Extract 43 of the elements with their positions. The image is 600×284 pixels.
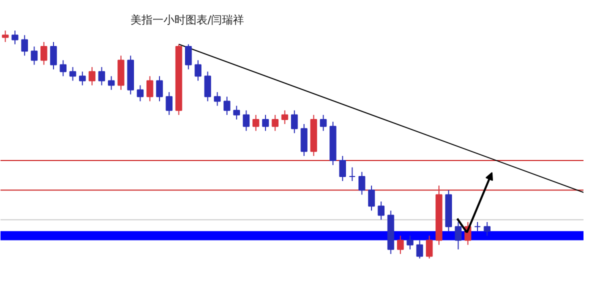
candlestick <box>40 41 48 66</box>
candlestick <box>339 155 346 182</box>
candlestick <box>136 84 144 102</box>
candlestick <box>300 124 308 156</box>
candlestick <box>60 60 67 77</box>
candlestick <box>98 66 106 86</box>
candlestick <box>474 222 481 232</box>
candlestick <box>108 76 115 90</box>
candlestick <box>224 96 230 116</box>
candlestick <box>2 30 9 42</box>
candlestick <box>204 71 212 102</box>
candlestick <box>358 171 366 196</box>
candlestick <box>233 105 240 120</box>
candlestick <box>21 34 28 56</box>
candlestick <box>50 41 57 70</box>
candlestick <box>378 201 385 220</box>
candlestick <box>416 240 424 260</box>
candlestick <box>454 222 462 250</box>
candlestick <box>406 235 414 250</box>
candlestick <box>146 76 154 102</box>
candlestick <box>69 66 76 82</box>
candlestick <box>166 92 173 116</box>
chart-title: 美指一小时图表/闫瑞祥 <box>130 14 244 26</box>
candlestick <box>214 92 221 106</box>
candlestick <box>281 110 288 125</box>
candlestick <box>484 222 491 236</box>
candlestick <box>79 71 86 86</box>
candlestick <box>426 235 433 260</box>
candlestick <box>320 114 327 132</box>
candlestick <box>397 235 404 254</box>
candlestick <box>272 114 279 132</box>
candlestick <box>291 110 298 134</box>
candlestick <box>156 76 163 102</box>
candlestick <box>88 66 96 86</box>
candlestick <box>262 114 269 132</box>
candlestick <box>242 110 250 132</box>
candlestick <box>252 114 260 132</box>
candlestick <box>12 30 18 45</box>
candlestick <box>368 185 375 212</box>
candlestick <box>194 60 202 82</box>
candlestick <box>185 44 192 70</box>
candlestick <box>348 166 356 182</box>
candlestick <box>30 46 38 66</box>
